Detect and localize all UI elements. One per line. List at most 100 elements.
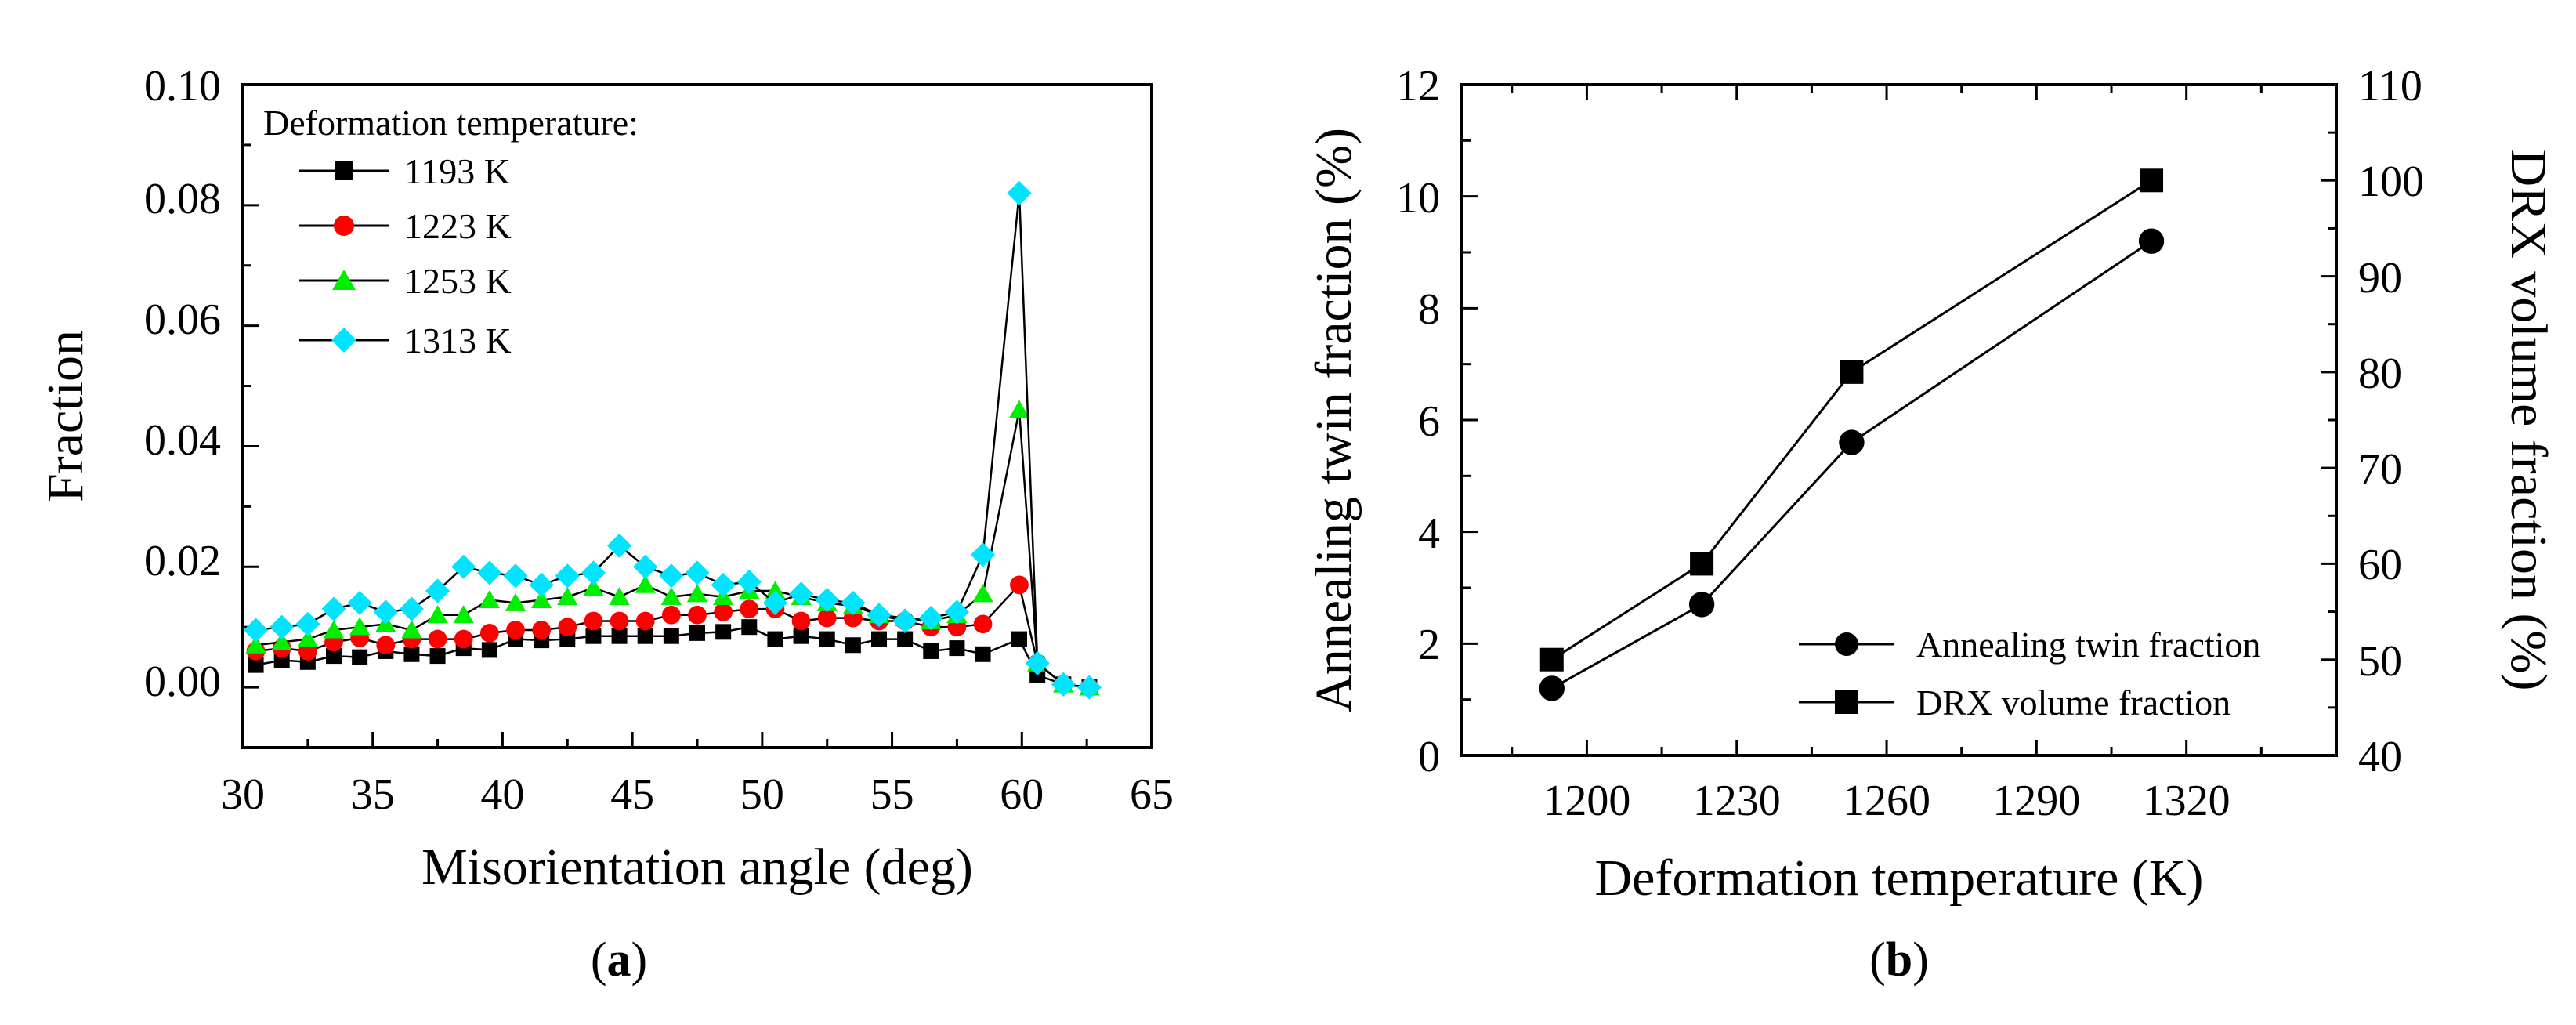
b-x-tick-label: 1230: [1693, 777, 1781, 825]
a-point-1193k: [663, 628, 679, 644]
panel-b-series: [1539, 168, 2165, 701]
a-point-1193k: [845, 637, 861, 654]
a-point-1223k: [506, 621, 525, 639]
a-y-tick-label: 0.08: [144, 175, 221, 223]
a-legend-label-1223: 1223 K: [404, 206, 512, 246]
a-point-1193k: [1011, 631, 1027, 647]
a-point-1193k: [975, 646, 991, 662]
a-point-1253k: [1008, 400, 1030, 418]
a-point-1313k: [762, 590, 788, 616]
b-y-tick-label: 4: [1418, 509, 1440, 558]
a-point-1253k: [530, 589, 552, 609]
a-point-1253k: [557, 587, 578, 606]
a-legend-title: Deformation temperature:: [263, 103, 639, 143]
b-x-tick-label: 1320: [2143, 777, 2230, 825]
b-y2-tick-label: 100: [2358, 158, 2424, 206]
a-point-1193k: [949, 640, 965, 657]
a-point-1253k: [323, 620, 345, 639]
a-point-1313k: [892, 608, 917, 634]
a-point-1253k: [609, 587, 630, 606]
b-point-twin: [2138, 228, 2165, 254]
a-point-1193k: [248, 657, 264, 673]
a-point-1253k: [453, 605, 474, 624]
a-point-1253k: [972, 584, 993, 603]
a-point-1313k: [529, 572, 554, 597]
panel-a-label: (a): [591, 933, 647, 987]
a-point-1193k: [819, 631, 835, 647]
a-point-1223k: [479, 623, 499, 643]
a-point-1313k: [685, 560, 710, 585]
a-legend-entry-1313: 1313 K: [299, 321, 512, 360]
b-y2-axis-title: DRX volume fraction (%): [2500, 150, 2557, 691]
b-y2-tick-label: 110: [2358, 62, 2422, 110]
a-point-1313k: [918, 606, 943, 631]
a-x-tick-label: 40: [480, 770, 524, 819]
a-point-1193k: [352, 649, 368, 665]
a-point-1313k: [555, 563, 580, 589]
a-point-1313k: [425, 578, 450, 603]
a-y-tick-label: 0.04: [144, 416, 221, 465]
a-y-tick-label: 0.02: [144, 537, 221, 585]
panel-a-series: [243, 180, 1102, 700]
a-point-1313k: [1007, 180, 1032, 206]
a-point-1253k: [349, 617, 371, 636]
a-legend-entry-1223: 1223 K: [299, 206, 512, 246]
a-point-1223k: [584, 611, 603, 631]
a-point-1193k: [403, 646, 420, 662]
panel-a: 30 35 40 45 50 55 60 65 0.00 0.02 0.04 0…: [37, 62, 1174, 987]
a-legend-label-1193: 1193 K: [404, 151, 510, 191]
a-point-1223k: [635, 611, 655, 631]
b-y-tick-label: 8: [1418, 285, 1440, 334]
b-y-axis-title: Annealing twin fraction (%): [1305, 128, 1362, 712]
a-series-1313k: [243, 180, 1102, 700]
a-point-1193k: [689, 625, 705, 641]
a-legend-marker-1223: [334, 216, 354, 236]
b-series-line-twin: [1551, 240, 2152, 690]
a-point-1193k: [585, 628, 602, 644]
b-point-twin: [1688, 592, 1715, 618]
b-y2-tick-label: 90: [2358, 254, 2402, 302]
a-point-1193k: [767, 631, 783, 647]
a-point-1313k: [1025, 650, 1050, 675]
a-point-1223k: [532, 621, 552, 639]
a-series-1193k: [248, 619, 1098, 696]
b-legend-label-drx: DRX volume fraction: [1916, 683, 2230, 723]
b-y-tick-label: 0: [1418, 733, 1440, 781]
a-point-1313k: [736, 569, 762, 595]
panel-a-letter: a: [607, 933, 631, 987]
a-point-1193k: [923, 643, 939, 659]
a-legend-label-1313: 1313 K: [404, 321, 512, 360]
b-series-twin: [1539, 228, 2165, 701]
b-point-drx: [1840, 360, 1864, 384]
a-point-1193k: [611, 628, 628, 644]
a-point-1253k: [271, 632, 292, 650]
a-point-1313k: [581, 560, 606, 585]
a-point-1223k: [376, 636, 396, 655]
a-point-1223k: [973, 614, 993, 634]
a-point-1313k: [606, 533, 632, 558]
a-point-1253k: [297, 628, 319, 648]
a-point-1313k: [321, 596, 346, 621]
panel-b-letter: b: [1886, 933, 1912, 987]
a-point-1253k: [245, 635, 266, 654]
a-point-1313k: [451, 554, 476, 579]
a-point-1313k: [1076, 675, 1102, 700]
a-legend-marker-1253: [332, 270, 356, 290]
b-point-drx: [1539, 647, 1564, 672]
a-point-1223k: [688, 605, 707, 625]
a-point-1193k: [429, 648, 446, 665]
b-point-twin: [1539, 675, 1565, 701]
a-point-1253k: [401, 620, 422, 639]
a-point-1313k: [841, 590, 866, 616]
b-legend-entry-twin: Annealing twin fraction: [1799, 625, 2260, 665]
a-legend-entry-1253: 1253 K: [299, 261, 512, 301]
b-legend-entry-drx: DRX volume fraction: [1799, 683, 2230, 723]
a-point-1253k: [686, 584, 708, 603]
a-point-1223k: [714, 603, 733, 621]
a-point-1193k: [897, 631, 914, 647]
a-point-1313k: [944, 599, 970, 625]
a-legend-marker-1313: [331, 328, 356, 353]
panel-a-legend: Deformation temperature: 1193 K 1223 K 1…: [263, 103, 639, 360]
a-point-1193k: [715, 624, 732, 640]
a-point-1253k: [427, 605, 448, 624]
